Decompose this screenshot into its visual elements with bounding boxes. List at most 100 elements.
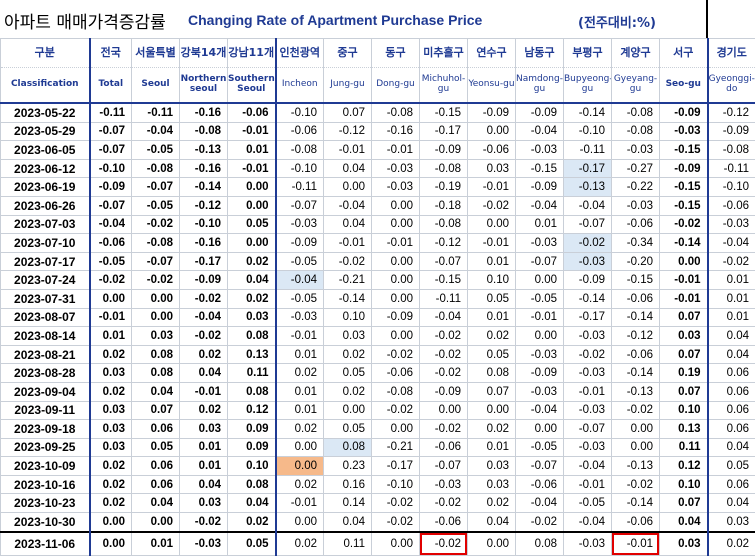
row-date: 2023-09-18 [1, 420, 90, 439]
table-cell: -0.09 [708, 122, 755, 141]
table-cell: 0.00 [420, 401, 468, 420]
table-cell: -0.09 [372, 308, 420, 327]
table-cell: -0.15 [660, 141, 708, 160]
table-cell: -0.02 [516, 513, 564, 532]
row-date: 2023-08-28 [1, 364, 90, 383]
table-cell: 0.00 [228, 178, 276, 197]
table-cell: -0.08 [132, 159, 180, 178]
table-cell: -0.06 [612, 345, 660, 364]
column-header-english: Total [90, 68, 132, 104]
table-cell: -0.04 [180, 308, 228, 327]
table-cell: -0.14 [612, 364, 660, 383]
table-cell: 0.13 [228, 345, 276, 364]
column-header-english: Yeonsu-gu [468, 68, 516, 104]
table-cell: -0.17 [420, 122, 468, 141]
table-cell: 0.01 [468, 438, 516, 457]
row-date: 2023-09-04 [1, 382, 90, 401]
table-cell: 0.06 [708, 475, 755, 494]
table-cell: -0.01 [276, 327, 324, 346]
table-cell: 0.05 [324, 364, 372, 383]
table-cell: 0.03 [90, 364, 132, 383]
table-cell: 0.00 [132, 289, 180, 308]
table-cell: -0.06 [612, 215, 660, 234]
table-cell: 0.11 [228, 364, 276, 383]
table-cell: 0.08 [468, 364, 516, 383]
column-header-korean: 강북14개 [180, 39, 228, 68]
table-cell: -0.14 [660, 234, 708, 253]
table-cell: -0.04 [420, 308, 468, 327]
table-cell: -0.16 [180, 234, 228, 253]
row-date: 2023-10-23 [1, 494, 90, 513]
row-date: 2023-09-11 [1, 401, 90, 420]
table-cell: -0.34 [612, 234, 660, 253]
table-cell: -0.09 [420, 382, 468, 401]
table-cell: -0.12 [708, 103, 755, 122]
table-cell: 0.01 [708, 289, 755, 308]
row-date: 2023-07-31 [1, 289, 90, 308]
table-cell: -0.03 [660, 122, 708, 141]
row-date: 2023-07-10 [1, 234, 90, 253]
table-cell: 0.04 [132, 494, 180, 513]
table-cell: -0.09 [420, 141, 468, 160]
table-cell: -0.02 [372, 494, 420, 513]
table-cell: 0.10 [228, 457, 276, 476]
table-cell: -0.02 [132, 271, 180, 290]
table-cell: 0.02 [180, 401, 228, 420]
table-cell: 0.00 [324, 401, 372, 420]
table-cell: -0.02 [468, 196, 516, 215]
table-cell: -0.03 [564, 401, 612, 420]
column-header-korean: 중구 [324, 39, 372, 68]
table-cell: 0.01 [708, 308, 755, 327]
table-cell: -0.06 [228, 103, 276, 122]
table-cell: -0.17 [372, 457, 420, 476]
table-cell: 0.00 [372, 215, 420, 234]
column-header-english: Seoul [132, 68, 180, 104]
column-header-korean: 구분 [1, 39, 90, 68]
table-cell: 0.00 [90, 513, 132, 532]
table-cell: -0.12 [180, 196, 228, 215]
table-cell: 0.01 [132, 532, 180, 556]
column-header-english: Gyeyang-gu [612, 68, 660, 104]
table-cell: 0.09 [228, 438, 276, 457]
table-cell: -0.16 [180, 159, 228, 178]
table-cell: 0.03 [324, 327, 372, 346]
table-cell: 0.05 [228, 532, 276, 556]
table-cell: 0.02 [180, 345, 228, 364]
table-cell: 0.09 [228, 420, 276, 439]
table-cell: -0.03 [372, 159, 420, 178]
table-cell: -0.08 [420, 159, 468, 178]
table-cell: -0.10 [276, 159, 324, 178]
table-cell: 0.02 [228, 252, 276, 271]
table-cell: -0.01 [660, 271, 708, 290]
table-cell: -0.04 [564, 457, 612, 476]
table-cell: -0.03 [420, 475, 468, 494]
table-cell: -0.03 [516, 141, 564, 160]
column-header-korean: 전국 [90, 39, 132, 68]
table-cell: -0.15 [660, 196, 708, 215]
table-cell: -0.07 [132, 252, 180, 271]
table-cell: 0.16 [324, 475, 372, 494]
table-cell: 0.08 [228, 382, 276, 401]
table-cell: 0.02 [708, 532, 755, 556]
table-cell: -0.06 [420, 513, 468, 532]
table-cell: -0.11 [276, 178, 324, 197]
table-cell: -0.05 [276, 289, 324, 308]
table-cell: 0.01 [276, 382, 324, 401]
table-cell: -0.02 [420, 364, 468, 383]
table-cell: -0.06 [468, 141, 516, 160]
table-cell: 0.03 [468, 159, 516, 178]
table-cell: 0.10 [324, 308, 372, 327]
table-cell: 0.06 [708, 364, 755, 383]
table-cell: 0.04 [708, 494, 755, 513]
row-date: 2023-10-30 [1, 513, 90, 532]
table-cell: 0.02 [228, 289, 276, 308]
table-cell: -0.18 [420, 196, 468, 215]
table-cell: -0.01 [90, 308, 132, 327]
